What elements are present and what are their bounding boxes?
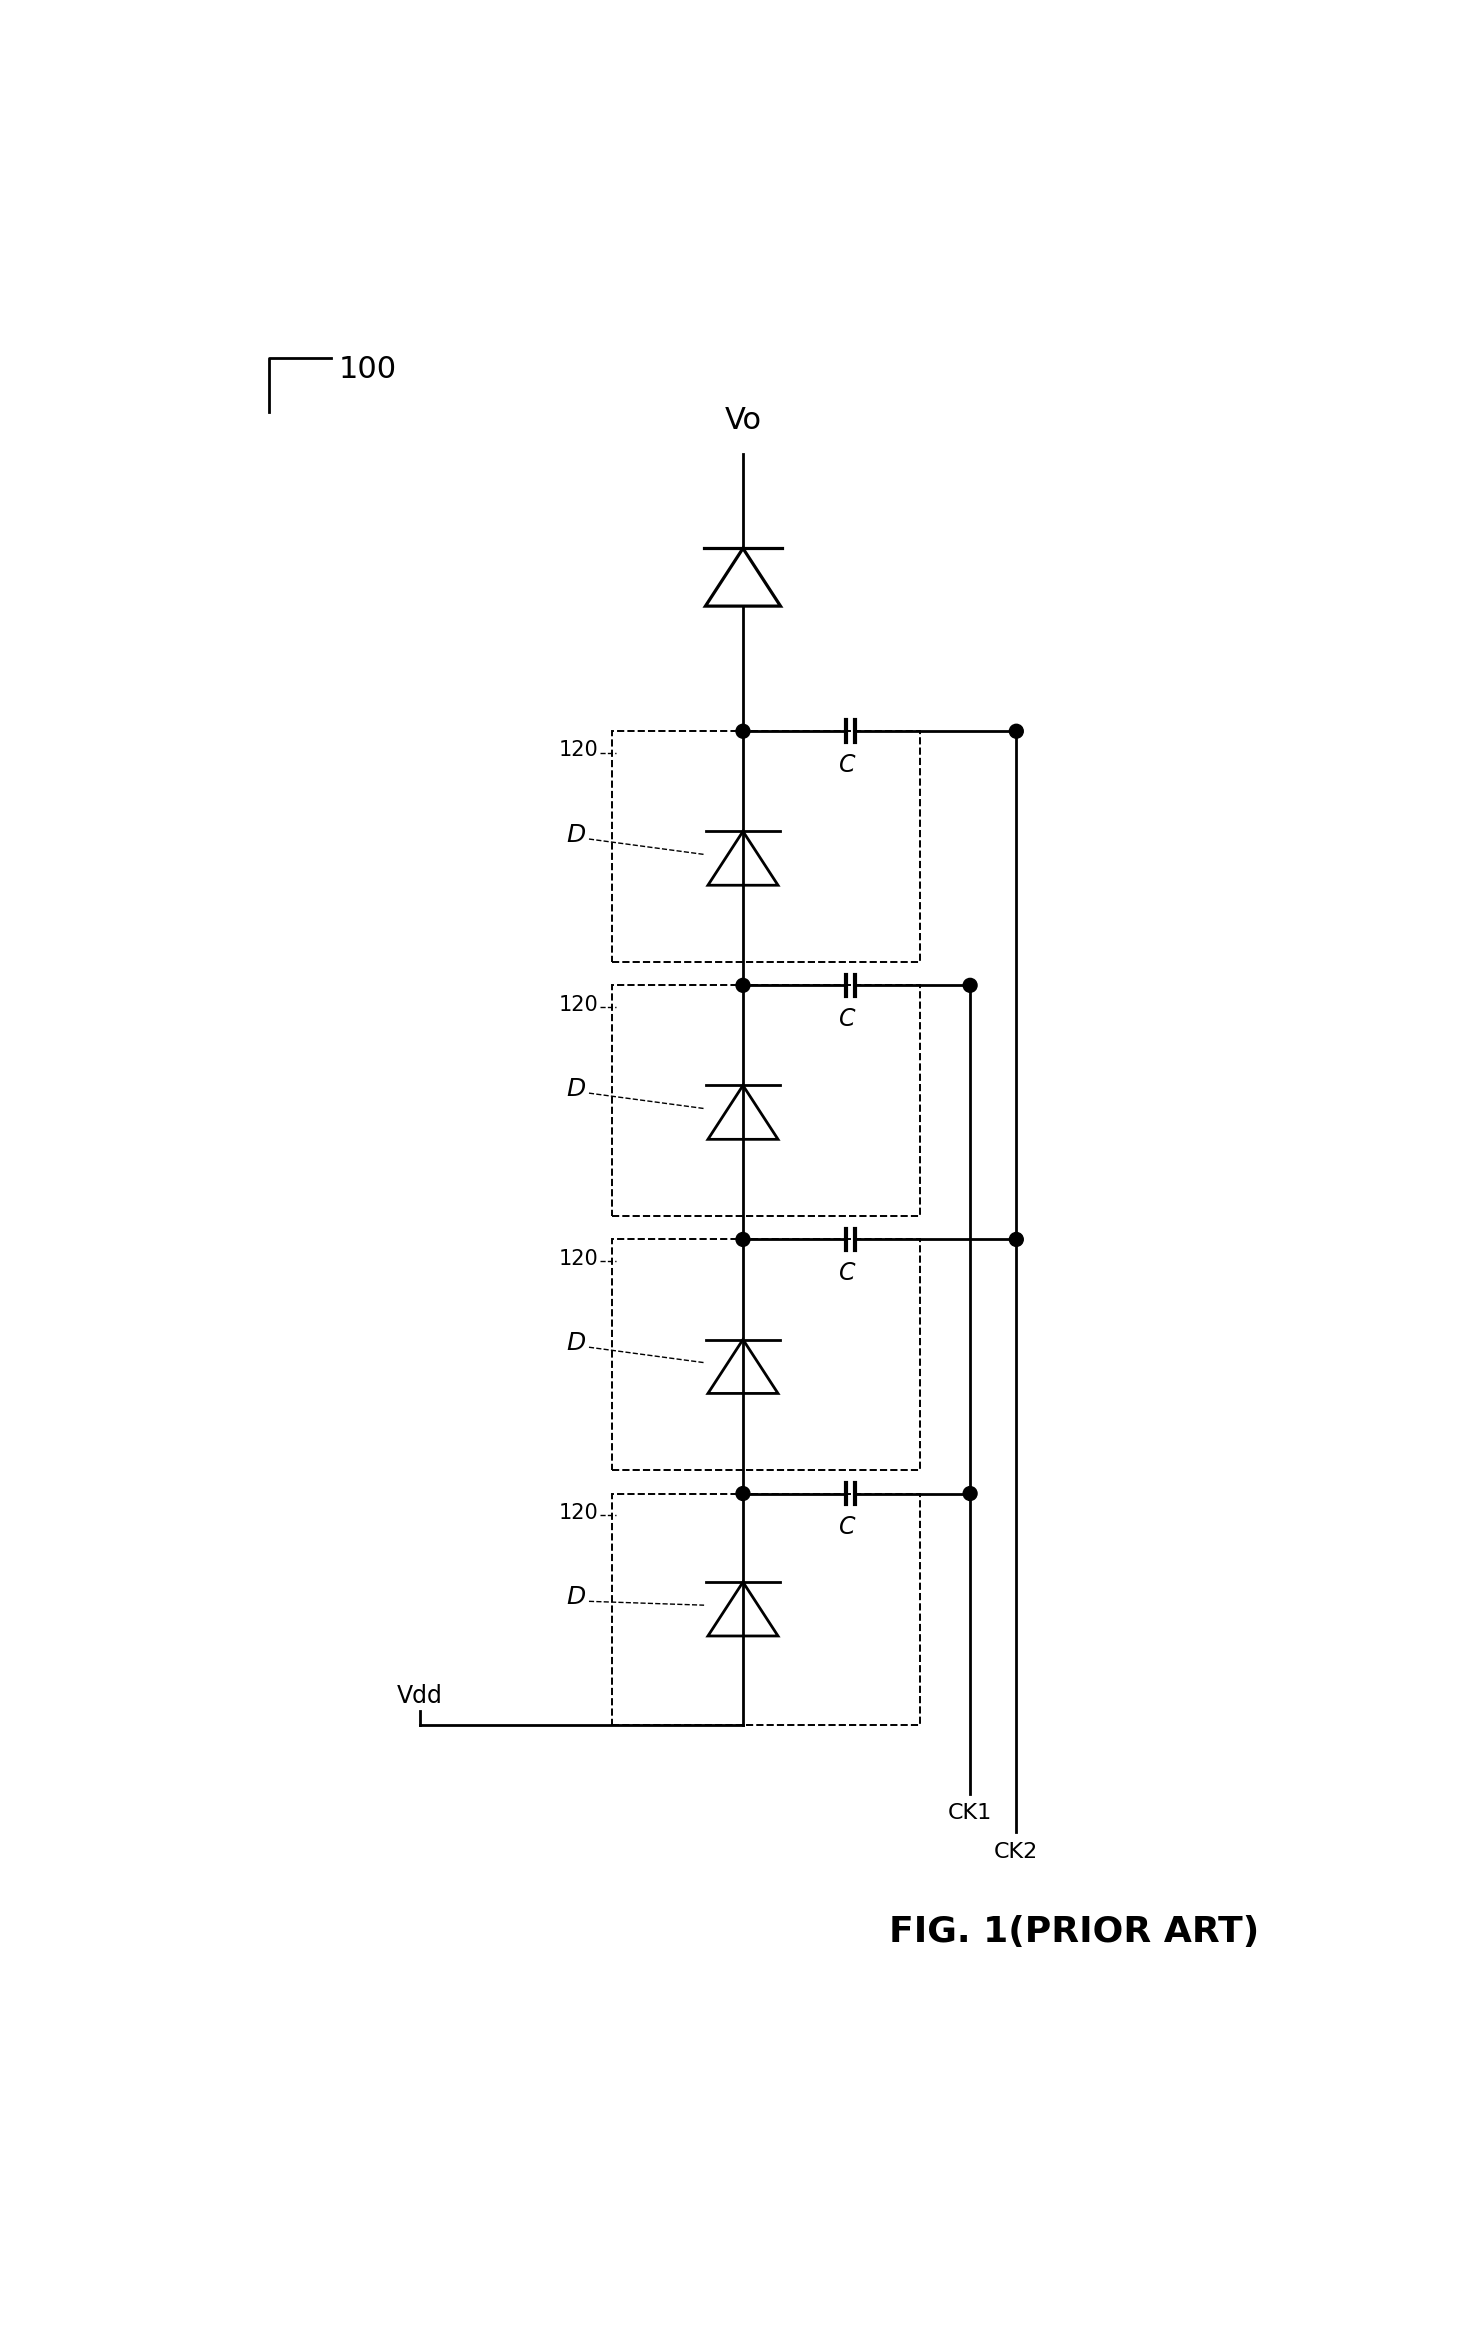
Circle shape xyxy=(1009,1233,1023,1247)
Text: FIG. 1(PRIOR ART): FIG. 1(PRIOR ART) xyxy=(889,1915,1259,1950)
Bar xyxy=(612,1494,920,1724)
Text: D: D xyxy=(566,1331,586,1354)
Bar xyxy=(612,1240,920,1471)
Text: C: C xyxy=(839,1008,855,1031)
Text: D: D xyxy=(566,1585,586,1610)
Text: CK2: CK2 xyxy=(994,1841,1038,1862)
Text: Vo: Vo xyxy=(725,405,762,435)
Text: C: C xyxy=(839,1261,855,1285)
Circle shape xyxy=(1009,724,1023,738)
Text: CK1: CK1 xyxy=(948,1803,992,1822)
Bar xyxy=(612,984,920,1217)
Circle shape xyxy=(737,1233,750,1247)
Circle shape xyxy=(737,977,750,991)
Circle shape xyxy=(737,724,750,738)
Text: 100: 100 xyxy=(339,354,396,384)
Bar xyxy=(612,731,920,963)
Text: C: C xyxy=(839,1515,855,1538)
Text: Vdd: Vdd xyxy=(396,1685,442,1708)
Circle shape xyxy=(737,1487,750,1501)
Circle shape xyxy=(963,1487,978,1501)
Text: D: D xyxy=(566,824,586,847)
Text: 120: 120 xyxy=(559,994,598,1015)
Text: 120: 120 xyxy=(559,1250,598,1268)
Circle shape xyxy=(963,977,978,991)
Text: C: C xyxy=(839,754,855,777)
Text: 120: 120 xyxy=(559,1503,598,1522)
Text: 120: 120 xyxy=(559,740,598,761)
Text: D: D xyxy=(566,1077,586,1101)
